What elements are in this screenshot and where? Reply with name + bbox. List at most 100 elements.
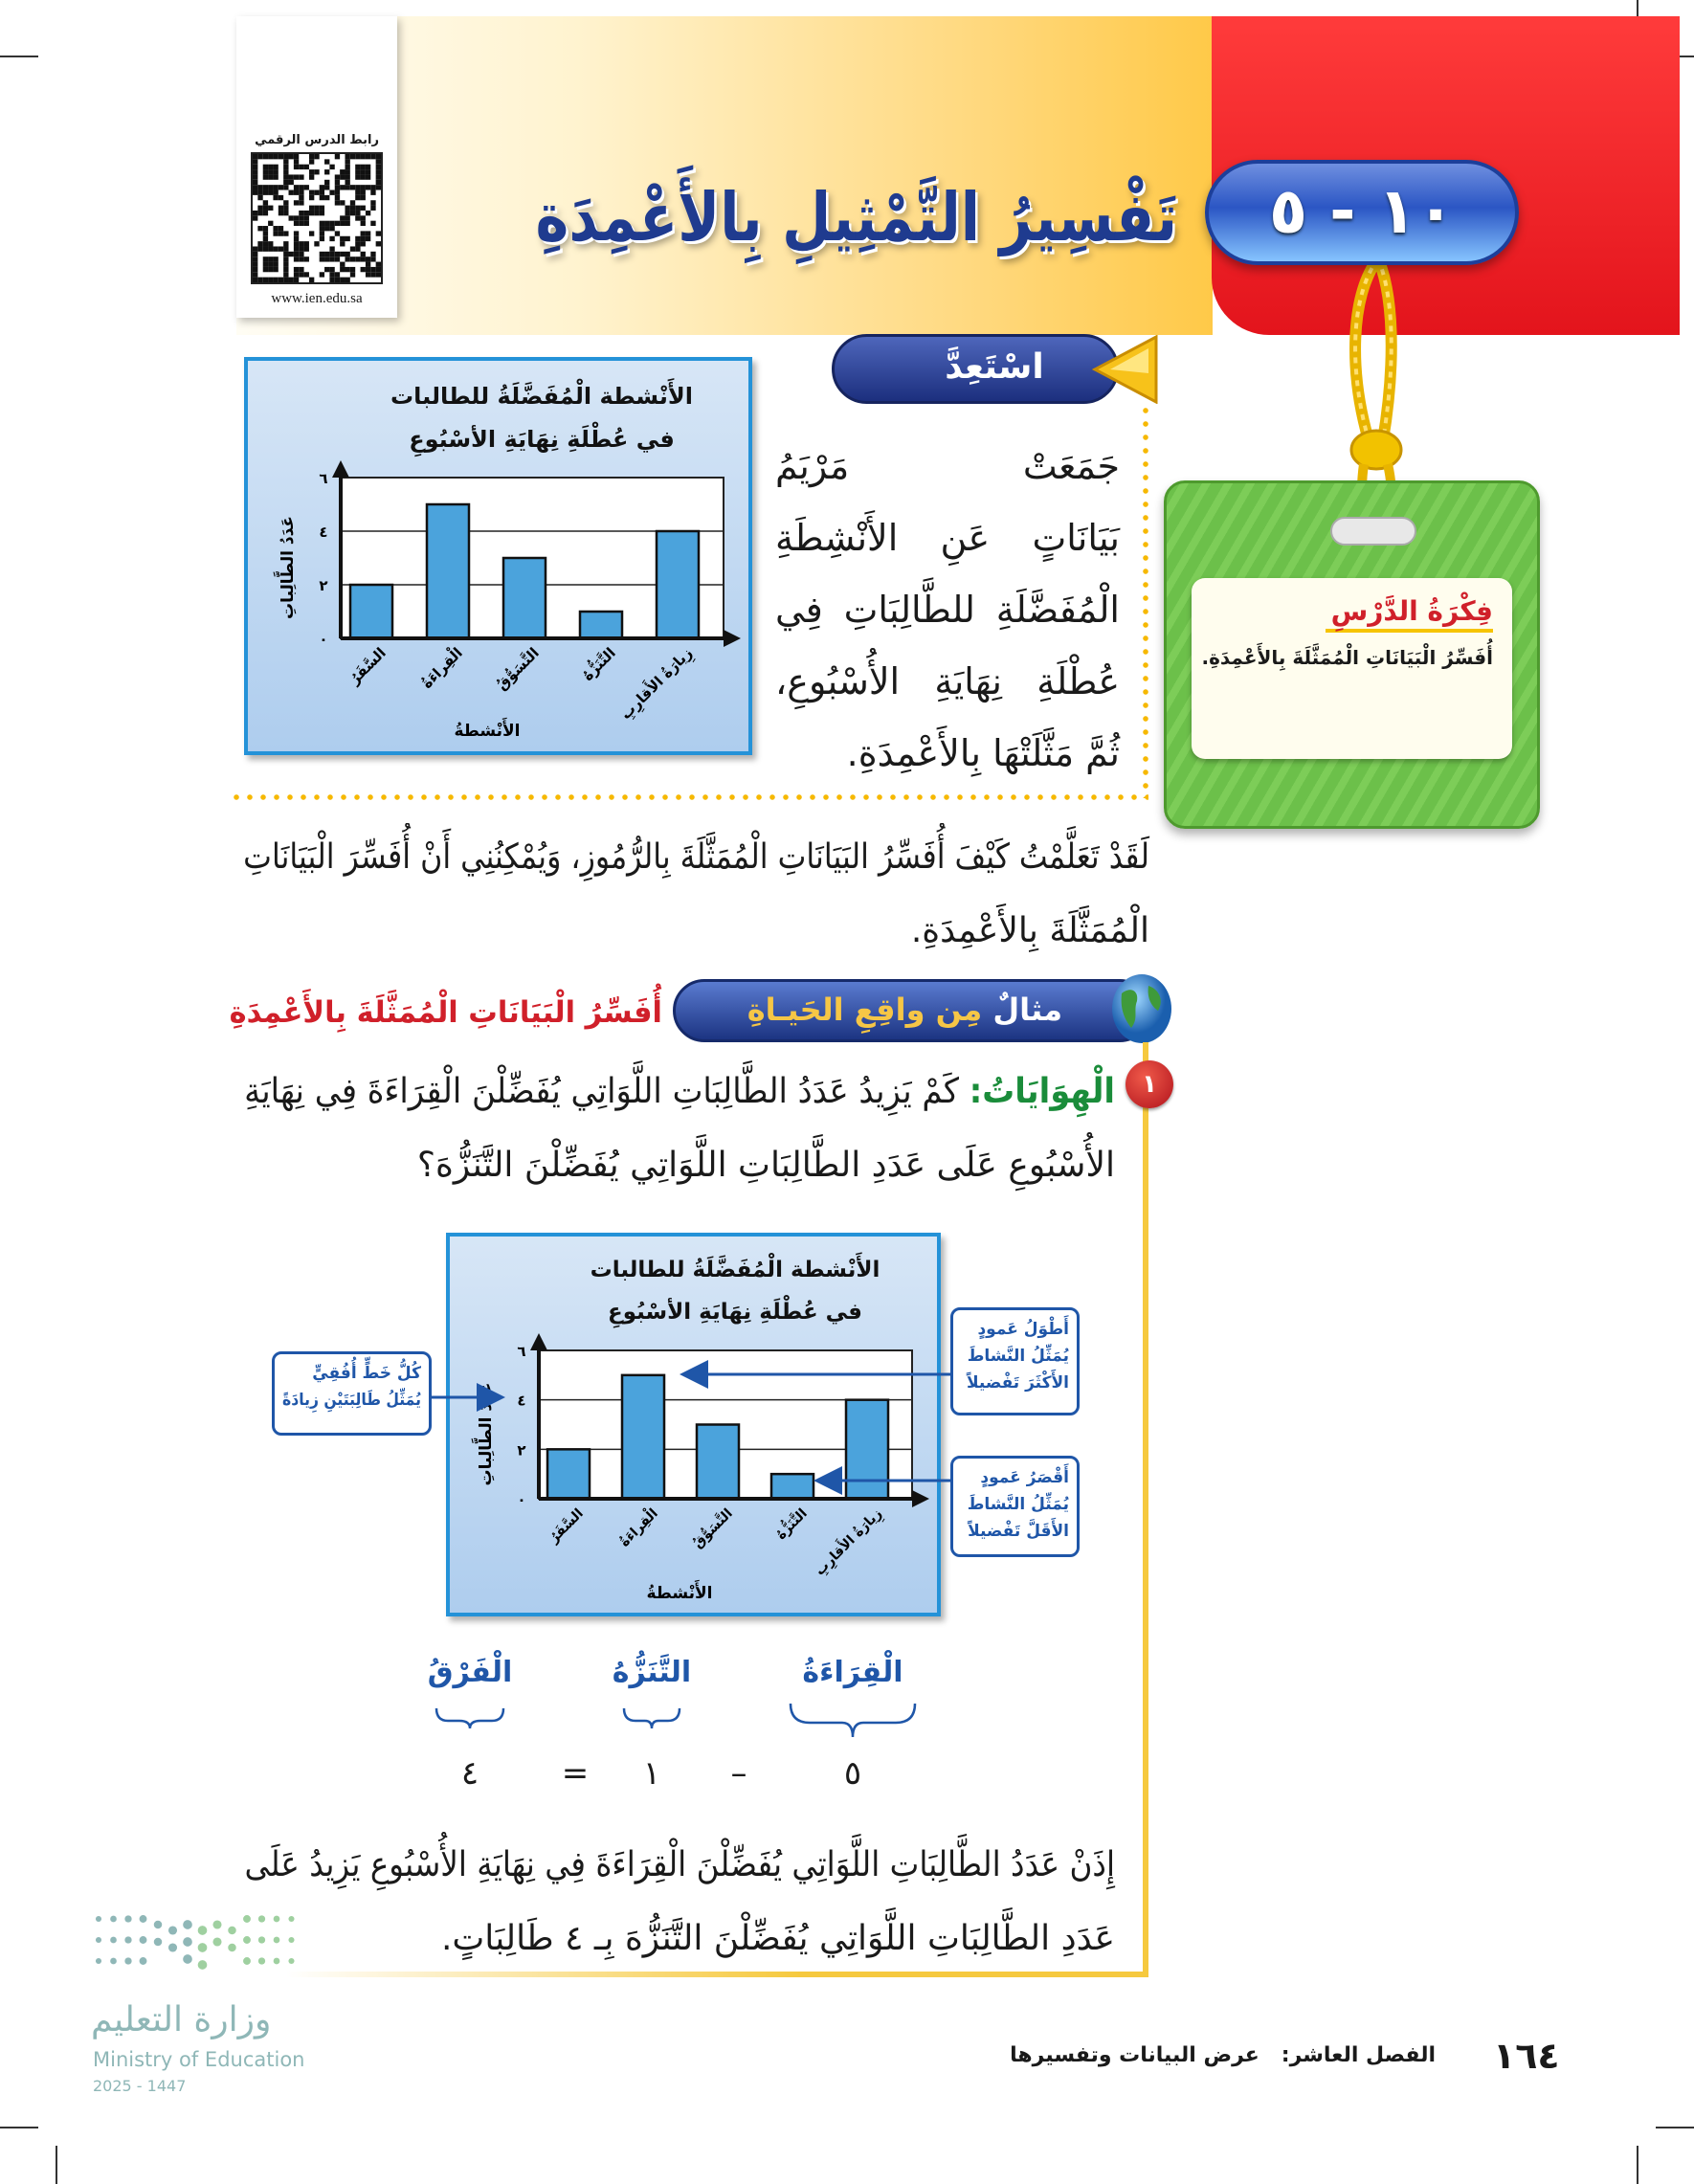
qr-module: [355, 169, 361, 175]
qr-module: [360, 266, 366, 273]
ministry-logo-icon: [95, 1915, 295, 1970]
qr-module: [262, 174, 269, 180]
qr-module: [324, 226, 330, 232]
y-tick-label: ٦: [319, 470, 327, 487]
qr-module: [288, 189, 294, 195]
bar: [502, 556, 547, 640]
conclusion-paragraph: إِذَنْ عَدَدُ الطَّالِبَاتِ اللَّوَاتِي …: [244, 1828, 1115, 1975]
qr-module: [268, 205, 274, 211]
qr-module: [324, 179, 330, 186]
qr-module: [303, 164, 309, 170]
qr-module: [355, 185, 361, 190]
example-question: الْهِوَايَاتُ: كَمْ يَزِيدُ عَدَدُ الطَّ…: [244, 1055, 1115, 1202]
qr-module: [314, 154, 320, 160]
qr-module: [257, 205, 263, 211]
dotted-divider: [230, 793, 1148, 801]
qr-module: [299, 210, 304, 216]
qr-code-icon[interactable]: [251, 152, 383, 284]
qr-module: [288, 215, 294, 221]
qr-module: [319, 189, 325, 195]
x-category-label: التَّسَوُّقُ: [492, 643, 542, 693]
qr-module: [293, 159, 300, 165]
qr-module: [370, 220, 376, 227]
qr-module: [299, 189, 304, 195]
qr-module: [345, 164, 350, 170]
x-category-label: الْقِراءَةُ: [614, 1504, 661, 1550]
qr-module: [340, 261, 345, 267]
qr-module: [340, 220, 345, 227]
callout-line: أَطْوَلُ عَمودٍ: [977, 1320, 1069, 1339]
qr-module: [375, 272, 381, 278]
qr-module: [262, 261, 269, 267]
logo-dot: [139, 1936, 147, 1944]
logo-dot: [95, 1936, 102, 1944]
qr-module: [293, 200, 300, 206]
qr-module: [355, 215, 361, 221]
qr-module: [293, 215, 300, 221]
qr-module: [349, 246, 356, 252]
qr-module: [278, 231, 284, 236]
y-tick-label: ٤: [319, 524, 327, 541]
qr-module: [329, 164, 335, 170]
qr-module: [355, 235, 361, 242]
qr-module: [293, 266, 300, 273]
qr-module: [345, 251, 350, 257]
qr-module: [268, 169, 274, 175]
qr-module: [303, 256, 309, 262]
y-tick-label: ٤: [517, 1393, 525, 1410]
qr-module: [273, 246, 279, 252]
qr-url[interactable]: www.ien.edu.sa: [271, 291, 363, 306]
prepare-line: الْمُفَضَّلَةِ للطَّالِبَاتِ فِي: [775, 589, 1120, 631]
crop-mark: [56, 2146, 57, 2184]
logo-dot: [139, 1957, 147, 1965]
logo-dot: [257, 1957, 266, 1965]
qr-module: [273, 231, 279, 236]
qr-module: [349, 272, 356, 278]
qr-module: [324, 185, 330, 190]
chapter-number: الفصل العاشر:: [1281, 2043, 1436, 2067]
qr-module: [355, 241, 361, 247]
qr-module: [365, 261, 371, 267]
qr-module: [299, 174, 304, 180]
y-axis-arrow: [530, 1333, 547, 1350]
qr-module: [345, 185, 350, 190]
qr-module: [253, 159, 258, 165]
crop-mark: [1656, 2127, 1694, 2128]
bar-chart-example: الأَنْشطة الْمُفَضَّلَةُ للطالبات في عُطْ…: [446, 1233, 941, 1616]
qr-module: [345, 220, 350, 227]
y-tick-label: ٠: [517, 1491, 525, 1508]
qr-module: [370, 200, 376, 206]
qr-module: [278, 277, 284, 282]
logo-dot: [212, 1937, 222, 1947]
page-number: ١٦٤: [1493, 2035, 1560, 2077]
qr-module: [355, 205, 361, 211]
qr-module: [329, 189, 335, 195]
qr-module: [293, 272, 300, 278]
logo-dot: [197, 1960, 208, 1970]
qr-module: [360, 169, 366, 175]
logo-dot: [288, 1936, 295, 1944]
intro-line: لَقَدْ تَعَلَّمْتُ كَيْفَ أُفَسِّرُ البَ…: [243, 837, 1149, 877]
qr-module: [293, 246, 300, 252]
qr-module: [253, 179, 258, 186]
qr-module: [253, 261, 258, 267]
qr-module: [262, 169, 269, 175]
qr-module: [355, 256, 361, 262]
x-category-label: السَّفَرُ: [345, 644, 390, 688]
calc-label-difference: الْفَرْقُ: [427, 1656, 513, 1689]
qr-module: [257, 189, 263, 195]
qr-module: [299, 272, 304, 278]
example-topic: الْهِوَايَاتُ:: [969, 1072, 1115, 1111]
logo-dot: [183, 1954, 192, 1964]
qr-module: [340, 169, 345, 175]
qr-module: [334, 200, 341, 206]
y-axis-arrow: [332, 460, 349, 478]
qr-module: [349, 256, 356, 262]
qr-module: [360, 251, 366, 257]
card-hole: [1330, 517, 1416, 546]
example-banner: مثالٌ مِن واقِعِ الحَيـاةِ: [673, 979, 1151, 1042]
qr-module: [262, 226, 269, 232]
logo-dot: [288, 1957, 295, 1965]
qr-panel[interactable]: رابط الدرس الرقمي www.ien.edu.sa: [236, 16, 397, 318]
prepare-line: جَمَعَتْ مَرْيَمُ: [775, 445, 1120, 487]
